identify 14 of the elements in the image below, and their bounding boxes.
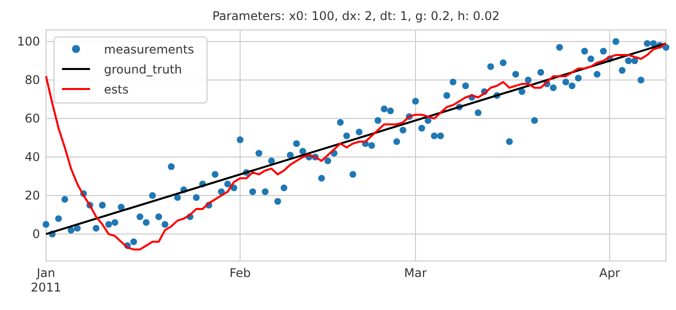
y-tick-label: 100 [17,34,40,48]
x-tick-label: Feb [230,266,251,280]
y-tick-label: 20 [24,188,40,202]
legend-label: ground_truth [104,62,182,76]
x-tick-label: Jan 2011 [30,266,62,294]
y-tick-label: 0 [32,226,40,241]
legend-label: measurements [104,42,194,56]
legend-label: ests [104,82,129,96]
chart-title: Parameters: x0: 100, dx: 2, dt: 1, g: 0.2, h: 0.02 [212,9,500,23]
x-tick-label: Mar [404,266,427,280]
y-tick-label: 60 [24,111,40,126]
y-tick-label: 40 [24,150,40,164]
y-tick-label: 80 [24,72,40,87]
x-tick-label: Apr [599,266,620,280]
